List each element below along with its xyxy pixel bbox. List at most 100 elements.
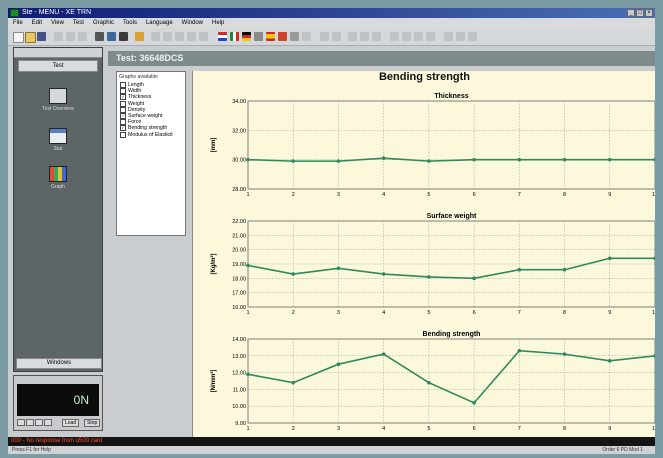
- flag-es-icon[interactable]: [266, 32, 275, 41]
- tool-e-icon[interactable]: [199, 32, 208, 41]
- graph-checkbox[interactable]: ✓: [120, 94, 126, 101]
- forward-button[interactable]: [35, 419, 43, 426]
- menu-test[interactable]: Test: [72, 20, 84, 26]
- arrow-c-icon[interactable]: [414, 32, 423, 41]
- menu-help[interactable]: Help: [212, 20, 225, 26]
- graph-list-item[interactable]: Density: [117, 106, 185, 113]
- flag-other-icon[interactable]: [290, 32, 299, 41]
- menu-window[interactable]: Window: [181, 20, 204, 26]
- menu-language[interactable]: Language: [145, 20, 173, 26]
- nav-e-icon[interactable]: [372, 32, 381, 41]
- graph-list-item[interactable]: ✓ Surface weight: [117, 113, 185, 120]
- graph-checkbox[interactable]: [120, 82, 126, 89]
- zoom-b-icon[interactable]: [456, 32, 465, 41]
- plot-frame: [247, 338, 655, 424]
- stop-button[interactable]: Stop: [84, 419, 101, 427]
- test-overview-item[interactable]: Test Overview: [14, 88, 102, 112]
- new-file-icon[interactable]: [13, 32, 24, 43]
- windows-tab[interactable]: Windows: [16, 358, 102, 369]
- nav-b-icon[interactable]: [332, 32, 341, 41]
- copy-icon[interactable]: [66, 32, 75, 41]
- stat-item[interactable]: Stat: [14, 128, 102, 152]
- flag-fr-icon[interactable]: [254, 32, 263, 41]
- tool-c-icon[interactable]: [175, 32, 184, 41]
- graph-item-label: Density: [128, 106, 146, 113]
- x-tick-label: 1: [246, 426, 249, 432]
- data-point: [246, 263, 250, 268]
- arrow-d-icon[interactable]: [426, 32, 435, 41]
- arrow-b-icon[interactable]: [402, 32, 411, 41]
- print-icon[interactable]: [95, 32, 104, 41]
- maximize-button[interactable]: □: [636, 9, 644, 17]
- flag-pt-icon[interactable]: [278, 32, 287, 41]
- nav-c-icon[interactable]: [348, 32, 357, 41]
- nav-d-icon[interactable]: [360, 32, 369, 41]
- minimize-button[interactable]: _: [627, 9, 635, 17]
- app-icon: [10, 9, 19, 17]
- menu-tools[interactable]: Tools: [122, 20, 137, 26]
- tool-d-icon[interactable]: [187, 32, 196, 41]
- menu-bar: File Edit View Test Graphic Tools Langua…: [8, 18, 655, 28]
- help-icon[interactable]: [119, 32, 128, 41]
- graph-checkbox[interactable]: [120, 88, 126, 95]
- flag-de-icon[interactable]: [242, 32, 251, 41]
- zoom-c-icon[interactable]: [468, 32, 477, 41]
- graph-item[interactable]: Graph: [14, 166, 102, 190]
- graph-checkbox[interactable]: ✓: [120, 125, 126, 132]
- x-tick-label: 3: [337, 310, 340, 316]
- tool-a-icon[interactable]: [151, 32, 160, 41]
- run-icon[interactable]: [135, 32, 144, 41]
- graph-checkbox[interactable]: [120, 131, 126, 138]
- data-point: [472, 401, 476, 405]
- flag-it-icon[interactable]: [230, 32, 239, 41]
- zoom-a-icon[interactable]: [444, 32, 453, 41]
- graph-checkbox[interactable]: [120, 119, 126, 126]
- menu-view[interactable]: View: [51, 20, 64, 26]
- save-icon[interactable]: [37, 32, 46, 41]
- data-point: [562, 267, 567, 272]
- open-folder-icon[interactable]: [25, 32, 36, 43]
- x-tick-label: 9: [608, 192, 611, 198]
- y-tick-label: 21.00: [232, 233, 246, 239]
- load-button[interactable]: Load: [62, 419, 80, 427]
- y-tick-label: 16.00: [232, 305, 246, 311]
- series-line: [247, 349, 655, 404]
- graph-checkbox[interactable]: [120, 100, 126, 107]
- flag-more-icon[interactable]: [302, 32, 311, 41]
- graph-item-label: Surface weight: [128, 113, 163, 120]
- charts-svg: Thickness [mm] 28.00 30.00 32.00 34.00 1 2 3 4 5 6 7…: [210, 93, 655, 432]
- tab-test[interactable]: Test: [18, 60, 98, 72]
- tool-b-icon[interactable]: [163, 32, 172, 41]
- x-tick-label: 7: [518, 426, 521, 432]
- graph-checkbox[interactable]: ✓: [120, 113, 126, 120]
- y-tick-label: 18.00: [232, 276, 246, 282]
- cut-icon[interactable]: [54, 32, 63, 41]
- graph-list-item[interactable]: Force: [117, 119, 185, 126]
- preview-icon[interactable]: [107, 32, 116, 41]
- graph-list-item[interactable]: Length: [117, 82, 185, 89]
- x-tick-label: 8: [563, 310, 566, 316]
- arrow-a-icon[interactable]: [390, 32, 399, 41]
- play-button[interactable]: [26, 419, 34, 426]
- graph-list-item[interactable]: Modulus of Elasticit: [117, 131, 185, 138]
- graph-list-item[interactable]: ✓ Bending strength: [117, 125, 185, 132]
- menu-graphic[interactable]: Graphic: [92, 20, 114, 26]
- series-line: [247, 257, 655, 280]
- end-button[interactable]: [44, 419, 52, 426]
- close-button[interactable]: ×: [645, 9, 653, 17]
- graph-list-item[interactable]: Weight: [117, 100, 185, 107]
- graph-item-label: Thickness: [128, 94, 152, 101]
- graph-item-label: Modulus of Elasticit: [128, 131, 173, 138]
- flag-en-icon[interactable]: [218, 32, 227, 41]
- paste-icon[interactable]: [78, 32, 87, 41]
- graph-item-label: Width: [128, 88, 142, 95]
- x-tick-label: 4: [382, 192, 385, 198]
- menu-edit[interactable]: Edit: [31, 20, 43, 26]
- data-point: [381, 156, 386, 160]
- menu-file[interactable]: File: [13, 20, 23, 26]
- graph-list-item[interactable]: ✓ Thickness: [117, 94, 185, 101]
- graph-checkbox[interactable]: [120, 106, 126, 113]
- nav-a-icon[interactable]: [320, 32, 329, 41]
- graph-list-item[interactable]: Width: [117, 88, 185, 95]
- rewind-button[interactable]: [17, 419, 25, 426]
